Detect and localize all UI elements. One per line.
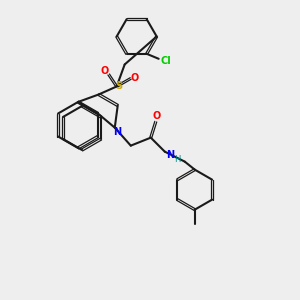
Text: Cl: Cl xyxy=(160,56,171,66)
Text: N: N xyxy=(113,127,121,136)
Text: N: N xyxy=(166,150,174,160)
Text: S: S xyxy=(115,82,122,92)
Text: O: O xyxy=(130,74,139,83)
Text: O: O xyxy=(153,111,161,121)
Text: O: O xyxy=(100,67,109,76)
Text: H: H xyxy=(175,155,181,164)
